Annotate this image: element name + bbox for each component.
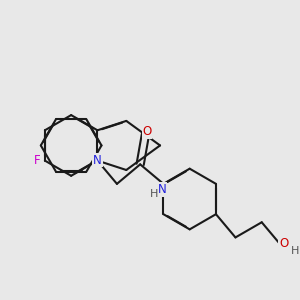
Text: N: N bbox=[158, 183, 166, 196]
Text: O: O bbox=[142, 125, 152, 138]
Text: O: O bbox=[279, 238, 288, 250]
Text: H: H bbox=[149, 190, 158, 200]
Text: H: H bbox=[291, 246, 299, 256]
Text: F: F bbox=[34, 154, 40, 167]
Text: N: N bbox=[93, 154, 102, 166]
